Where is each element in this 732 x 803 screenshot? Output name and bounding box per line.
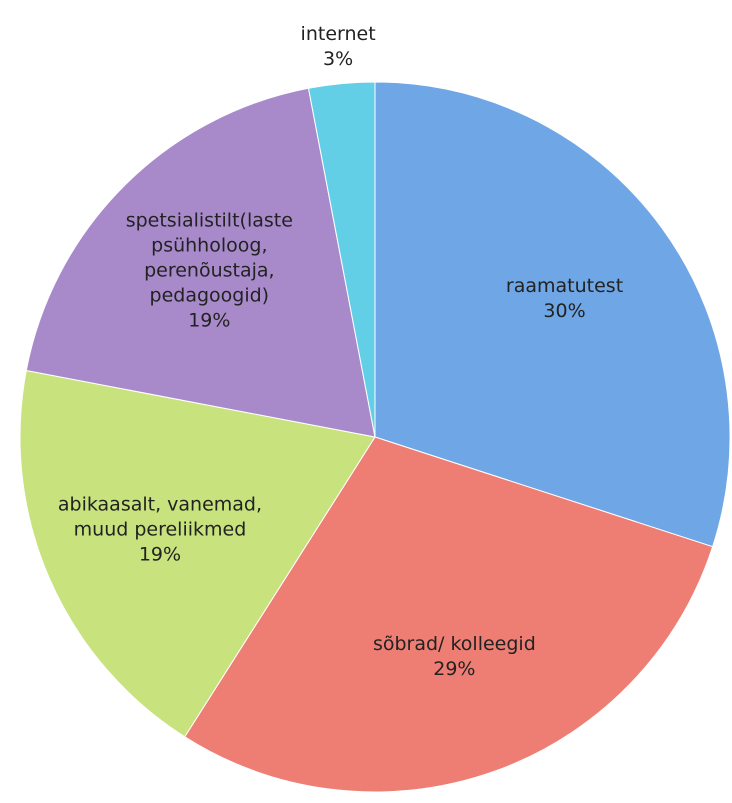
- slice-value: 19%: [138, 543, 182, 566]
- pie-slice: [25, 87, 376, 438]
- slice-value: 30%: [543, 300, 586, 323]
- slice-label: spetsialistilt(laste psühholoog, perenõu…: [94, 209, 324, 334]
- slice-name: raamatutest: [505, 275, 624, 298]
- slice-label: internet 3%: [263, 22, 413, 72]
- slice-name: internet: [300, 22, 376, 45]
- slice-value: 3%: [323, 47, 354, 70]
- pie-slice: [307, 81, 376, 438]
- slice-name: spetsialistilt(laste psühholoog, perenõu…: [125, 209, 293, 307]
- slice-name: sõbrad/ kolleegid: [372, 633, 536, 656]
- slice-label: sõbrad/ kolleegid 29%: [334, 632, 574, 682]
- slice-label: raamatutest 30%: [465, 274, 665, 324]
- pie-slice: [19, 369, 376, 738]
- slice-name: abikaasalt, vanemad, muud pereliikmed: [57, 493, 263, 541]
- slice-value: 19%: [188, 309, 231, 332]
- pie-slice: [374, 81, 731, 548]
- slice-value: 29%: [433, 658, 476, 681]
- slice-label: abikaasalt, vanemad, muud pereliikmed 19%: [35, 493, 285, 568]
- pie-slice: [184, 436, 714, 793]
